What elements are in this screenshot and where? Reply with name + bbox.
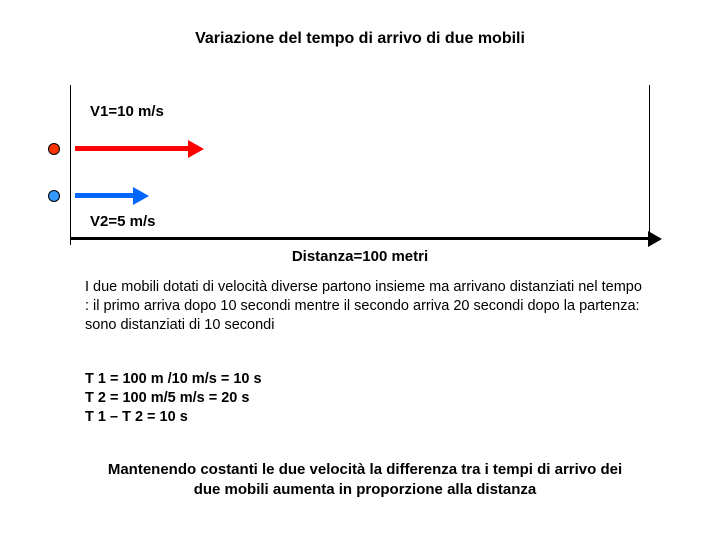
mobile-1-dot <box>48 143 60 155</box>
distance-axis <box>70 237 650 240</box>
mobile-2-dot <box>48 190 60 202</box>
v1-label: V1=10 m/s <box>90 103 164 120</box>
v1-arrow-shaft <box>75 146 190 151</box>
calc-line-3: T 1 – T 2 = 10 s <box>85 408 645 427</box>
distance-label: Distanza=100 metri <box>0 248 720 265</box>
v2-label: V2=5 m/s <box>90 213 155 230</box>
page-title: Variazione del tempo di arrivo di due mo… <box>0 30 720 48</box>
calc-line-2: T 2 = 100 m/5 m/s = 20 s <box>85 389 645 408</box>
physics-diagram: V1=10 m/s V2=5 m/s <box>70 85 650 245</box>
v1-arrow-head <box>188 140 204 158</box>
v2-arrow-head <box>133 187 149 205</box>
distance-axis-arrow <box>648 231 662 247</box>
end-line <box>649 85 650 245</box>
conclusion-text: Mantenendo costanti le due velocità la d… <box>100 460 630 499</box>
start-line <box>70 85 71 245</box>
v2-arrow-shaft <box>75 193 135 198</box>
calc-line-1: T 1 = 100 m /10 m/s = 10 s <box>85 370 645 389</box>
calculations: T 1 = 100 m /10 m/s = 10 s T 2 = 100 m/5… <box>85 370 645 427</box>
description-text: I due mobili dotati di velocità diverse … <box>85 278 645 335</box>
